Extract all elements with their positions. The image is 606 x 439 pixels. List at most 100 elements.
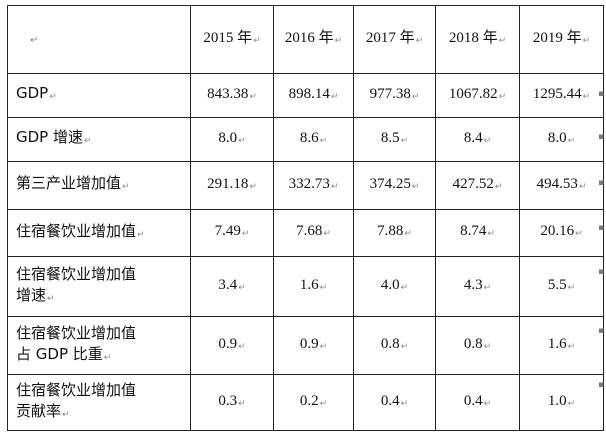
paragraph-mark-icon: ↵ [323,229,331,239]
value-text: 374.25 [369,175,411,192]
header-corner-cell: ↵ [7,5,191,74]
value-text: 843.38 [207,85,249,102]
value-cell: 1.6↵ [519,316,604,375]
row-label-cell: 第三产业增加值↵ [7,161,191,210]
table-row: 住宿餐饮业增加值 贡献率↵ 0.3↵ 0.2↵ 0.4↵ 0.4↵ 1.0↵ [7,374,604,431]
paragraph-mark-icon: ↵ [238,282,246,293]
value-text: 1295.44 [532,85,582,102]
value-text: 1.6 [547,335,567,352]
value-text: 8.6 [299,129,319,146]
value-text: 0.8 [463,335,483,352]
value-cell: 0.8↵ [435,316,520,375]
value-text: 20.16 [540,223,575,239]
table-row: GDP 增速↵ 8.0↵ 8.6↵ 8.5↵ 8.4↵ 8.0↵ [7,117,604,162]
row-label-cell: 住宿餐饮业增加值 贡献率↵ [7,374,191,431]
paragraph-mark-icon: ↵ [567,398,576,409]
row-label-cell: GDP↵ [7,73,191,118]
value-cell: 20.16↵ [519,209,604,257]
row-label-text: 住宿餐饮业增加值 [16,221,137,240]
paragraph-mark-icon: ↵ [122,182,130,192]
paragraph-mark-icon: ↵ [400,341,409,352]
paragraph-mark-icon: ↵ [400,282,409,293]
value-cell: 8.74↵ [435,209,520,257]
row-label-text: 占 GDP 比重 [16,344,103,363]
value-text: 1067.82 [448,85,498,102]
value-cell: 1.0↵ [519,374,604,431]
value-cell: 977.38↵ [353,73,436,118]
value-cell: 7.88↵ [353,209,436,257]
table-edge-marker: ▪ [598,132,605,142]
paragraph-mark-icon: ↵ [238,398,246,409]
value-cell: 332.73↵ [273,161,354,210]
value-cell: 8.0↵ [190,117,274,162]
paragraph-mark-icon: ↵ [238,135,246,146]
value-text: 0.9 [299,335,319,352]
value-text: 8.0 [547,129,567,146]
value-cell: 0.2↵ [273,374,354,431]
value-cell: 4.0↵ [353,256,436,317]
value-cell: 8.6↵ [273,117,354,162]
paragraph-mark-icon: ↵ [494,181,503,192]
row-label-text: 第三产业增加值 [16,174,122,192]
value-text: 0.4 [463,392,483,409]
paragraph-mark-icon: ↵ [62,409,70,420]
table-row: 住宿餐饮业增加值↵ 7.49↵ 7.68↵ 7.88↵ 8.74↵ 20.16↵ [7,209,604,257]
paragraph-mark-icon: ↵ [415,35,424,46]
paragraph-mark-icon: ↵ [319,398,328,409]
paragraph-mark-icon: ↵ [575,229,583,239]
table-edge-marker: ▪ [598,89,605,99]
value-cell: 843.38↵ [190,73,274,118]
value-cell: 5.5↵ [519,256,604,317]
value-text: 7.49 [214,223,241,239]
value-text: 427.52 [452,175,494,192]
table-row: 住宿餐饮业增加值 增速↵ 3.4↵ 1.6↵ 4.0↵ 4.3↵ 5.5↵ [7,256,604,317]
year-header-text: 2017 年 [365,29,415,46]
paragraph-mark-icon: ↵ [319,135,328,146]
value-text: 494.53 [536,175,578,192]
value-cell: 0.8↵ [353,316,436,375]
row-label-cell: 住宿餐饮业增加值 增速↵ [7,256,191,317]
value-text: 7.68 [296,223,323,239]
paragraph-mark-icon: ↵ [582,91,591,102]
value-text: 0.3 [218,392,238,409]
value-text: 1.6 [299,276,319,293]
paragraph-mark-icon: ↵ [319,341,328,352]
value-cell: 8.5↵ [353,117,436,162]
paragraph-mark-icon: ↵ [498,35,507,46]
paragraph-mark-icon: ↵ [578,181,587,192]
paragraph-mark-icon: ↵ [483,398,492,409]
paragraph-mark-icon: ↵ [47,293,55,304]
row-label-text: 住宿餐饮业增加值 [16,380,137,399]
paragraph-mark-icon: ↵ [30,35,39,46]
paragraph-mark-icon: ↵ [567,135,576,146]
row-label-text: 住宿餐饮业增加值 [16,323,137,342]
year-header-cell: 2016 年↵ [273,5,354,74]
paragraph-mark-icon: ↵ [404,229,412,239]
paragraph-mark-icon: ↵ [330,181,339,192]
paragraph-mark-icon: ↵ [582,35,591,46]
row-label-text: GDP 增速 [16,128,83,146]
year-header-cell: 2019 年↵ [519,5,604,74]
year-header-text: 2019 年 [532,29,582,46]
table-edge-marker: ▪ [598,223,605,233]
row-label-cell: 住宿餐饮业增加值占 GDP 比重↵ [7,316,191,375]
value-cell: 0.9↵ [273,316,354,375]
value-cell: 0.9↵ [190,316,274,375]
paragraph-mark-icon: ↵ [84,136,92,146]
value-text: 4.3 [463,276,483,293]
value-text: 8.4 [463,129,483,146]
header-row: ↵ 2015 年↵ 2016 年↵ 2017 年↵ 2018 年↵ 2019 年↵ [7,5,604,74]
paragraph-mark-icon: ↵ [330,91,339,102]
row-label-cell: GDP 增速↵ [7,117,191,162]
paragraph-mark-icon: ↵ [49,92,57,102]
value-text: 0.2 [299,392,319,409]
value-text: 7.88 [377,223,404,239]
value-text: 1.0 [547,392,567,409]
table-row: GDP↵ 843.38↵ 898.14↵ 977.38↵ 1067.82↵ 1295.44… [7,73,604,118]
value-cell: 0.4↵ [435,374,520,431]
year-header-text: 2018 年 [448,29,498,46]
paragraph-mark-icon: ↵ [241,229,250,239]
value-cell: 0.3↵ [190,374,274,431]
value-text: 332.73 [288,175,330,192]
